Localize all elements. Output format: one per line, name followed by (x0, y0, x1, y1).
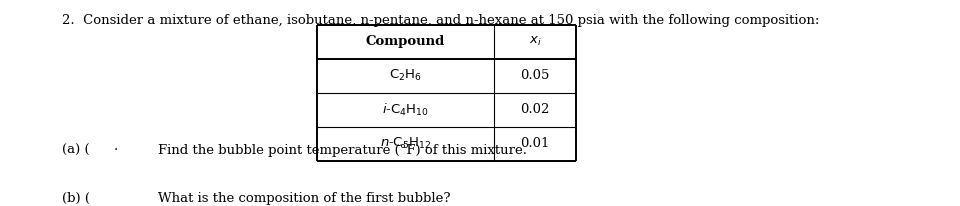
Text: Find the bubble point temperature (°F) of this mixture.: Find the bubble point temperature (°F) o… (158, 144, 527, 157)
Text: $x_i$: $x_i$ (529, 35, 541, 48)
Text: $\rm C_2H_6$: $\rm C_2H_6$ (389, 68, 422, 83)
Text: $n$-$\rm C_5H_{12}$: $n$-$\rm C_5H_{12}$ (380, 136, 431, 151)
Text: 0.02: 0.02 (520, 103, 550, 116)
Text: 0.01: 0.01 (520, 137, 550, 150)
Text: ·: · (113, 144, 117, 157)
Text: What is the composition of the first bubble?: What is the composition of the first bub… (158, 192, 451, 205)
Text: $i$-$\rm C_4H_{10}$: $i$-$\rm C_4H_{10}$ (382, 102, 429, 118)
Text: (a) (: (a) ( (62, 144, 90, 157)
Text: 0.05: 0.05 (520, 69, 550, 82)
Text: 2.  Consider a mixture of ethane, isobutane, n-pentane, and n-hexane at 150 psia: 2. Consider a mixture of ethane, isobuta… (62, 14, 820, 27)
Text: Compound: Compound (366, 35, 445, 48)
Text: (b) (: (b) ( (62, 192, 90, 205)
